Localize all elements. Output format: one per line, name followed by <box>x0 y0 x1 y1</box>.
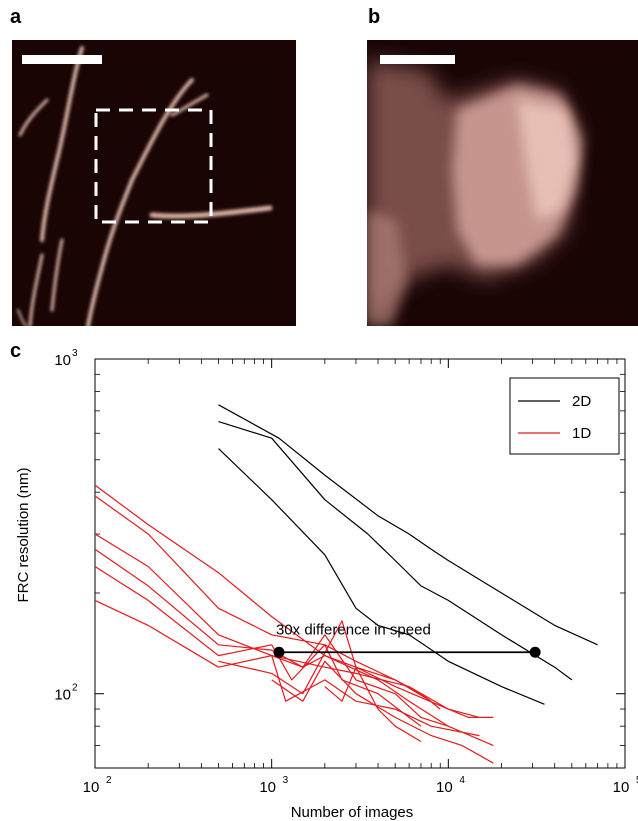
legend-label-1d: 1D <box>572 425 591 442</box>
series-line-1d-4 <box>94 495 432 702</box>
axes: 102103104105102103 <box>54 348 638 796</box>
series-line-1d-7 <box>94 565 422 727</box>
x-tick-label: 10 <box>436 779 453 796</box>
annotation-text: 30x difference in speed <box>276 621 431 638</box>
zoom-region-box <box>94 108 213 224</box>
x-tick-exponent: 4 <box>459 775 465 786</box>
series-line-2d-1 <box>218 421 573 681</box>
x-tick-exponent: 2 <box>106 775 112 786</box>
series-line-1d-10 <box>271 655 494 747</box>
x-tick-exponent: 3 <box>283 775 289 786</box>
x-tick-label: 10 <box>83 779 100 796</box>
x-tick-label: 10 <box>613 779 630 796</box>
microscopy-image-a <box>12 40 296 326</box>
x-tick-label: 10 <box>259 779 276 796</box>
x-axis-label: Number of images <box>291 804 414 821</box>
series-line-2d-0 <box>218 404 598 646</box>
legend-box <box>509 377 620 455</box>
y-tick-exponent: 3 <box>72 348 78 359</box>
y-axis-label: FRC resolution (nm) <box>15 467 32 602</box>
scale-bar-b <box>380 55 455 64</box>
series-line-1d-5 <box>94 533 480 718</box>
annotation-point <box>529 646 541 658</box>
legend: 2D 1D <box>509 377 620 455</box>
series-line-2d-2 <box>218 448 545 705</box>
panel-label-a: a <box>10 6 22 28</box>
series-group <box>94 404 598 764</box>
legend-label-2d: 2D <box>572 393 591 410</box>
cell-drawing <box>367 60 582 326</box>
series-line-1d-3 <box>94 484 441 710</box>
series-line-1d-6 <box>94 548 449 727</box>
microscopy-image-b <box>367 40 638 326</box>
panel-label-b: b <box>368 6 381 28</box>
panel-label-c: c <box>10 340 22 362</box>
frc-chart: 102103104105102103 30x difference in spe… <box>15 348 638 821</box>
annotation-point <box>273 646 285 658</box>
plot-frame <box>94 358 626 769</box>
y-tick-exponent: 2 <box>72 683 78 694</box>
annotation-group: 30x difference in speed <box>273 621 541 658</box>
filament-drawing <box>17 46 273 326</box>
y-tick-label: 10 <box>54 352 71 369</box>
y-tick-label: 10 <box>54 687 71 704</box>
x-tick-exponent: 5 <box>636 775 638 786</box>
series-line-1d-8 <box>94 599 480 737</box>
series-line-1d-12 <box>324 666 422 743</box>
scale-bar-a <box>22 55 102 64</box>
